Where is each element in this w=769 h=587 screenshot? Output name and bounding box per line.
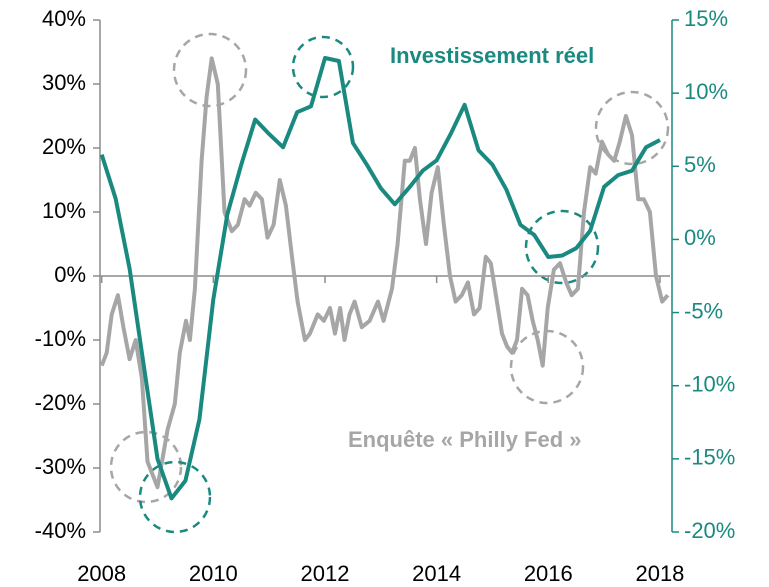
y2-tick-label: -20% bbox=[684, 518, 735, 543]
y-tick-label: 30% bbox=[42, 70, 86, 95]
series-label: Investissement réel bbox=[390, 43, 594, 68]
x-tick-label: 2014 bbox=[412, 561, 461, 586]
x-tick-label: 2012 bbox=[301, 561, 350, 586]
y-tick-label: 10% bbox=[42, 198, 86, 223]
highlight-circle bbox=[109, 430, 183, 504]
y2-tick-label: 5% bbox=[684, 152, 716, 177]
series-line bbox=[99, 56, 670, 490]
highlight-circle bbox=[524, 209, 600, 285]
y2-tick-label: 0% bbox=[684, 225, 716, 250]
y2-tick-label: -15% bbox=[684, 445, 735, 470]
y-tick-label: 20% bbox=[42, 134, 86, 159]
x-tick-label: 2010 bbox=[189, 561, 238, 586]
x-tick-label: 2016 bbox=[524, 561, 573, 586]
x-tick-label: 2018 bbox=[635, 561, 684, 586]
y2-tick-label: 10% bbox=[684, 79, 728, 104]
y2-tick-label: -10% bbox=[684, 372, 735, 397]
highlight-circle bbox=[291, 35, 355, 99]
y-tick-label: -10% bbox=[35, 326, 86, 351]
series-line bbox=[99, 56, 661, 501]
y2-tick-label: 15% bbox=[684, 6, 728, 31]
series-label: Enquête « Philly Fed » bbox=[348, 427, 582, 452]
y-tick-label: 0% bbox=[54, 262, 86, 287]
y-tick-label: -20% bbox=[35, 390, 86, 415]
y-tick-label: -30% bbox=[35, 454, 86, 479]
y2-tick-label: -5% bbox=[684, 298, 723, 323]
highlight-circle bbox=[509, 329, 585, 405]
y-tick-label: 40% bbox=[42, 6, 86, 31]
y-tick-label: -40% bbox=[35, 518, 86, 543]
highlight-circle bbox=[594, 90, 670, 166]
x-tick-label: 2008 bbox=[77, 561, 126, 586]
highlight-circle bbox=[172, 32, 248, 108]
highlight-circle bbox=[138, 460, 212, 534]
